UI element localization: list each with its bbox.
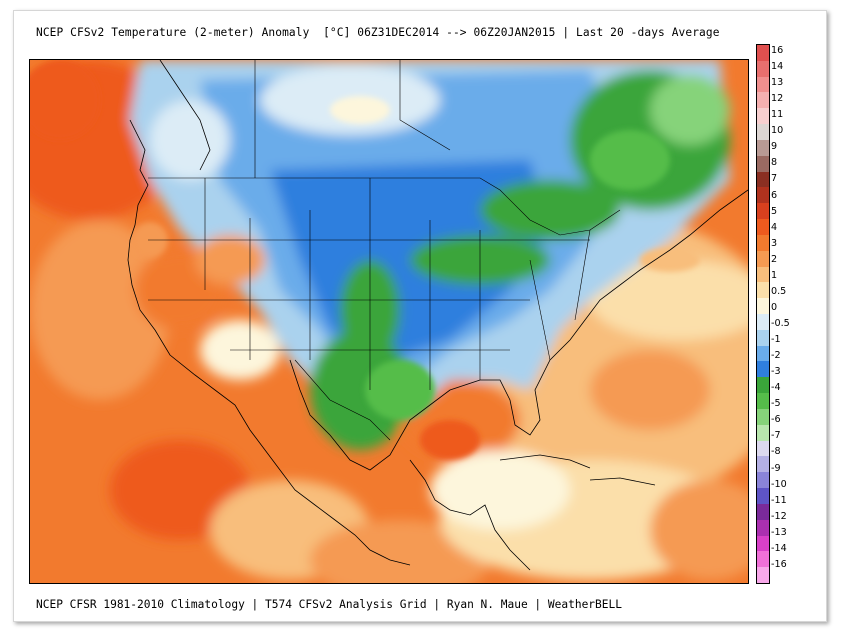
color-scale-label: 0: [771, 301, 778, 313]
color-scale-swatch: [757, 155, 769, 173]
color-scale-label: -6: [771, 414, 781, 426]
color-scale-swatch: [757, 187, 769, 204]
color-scale-label: 9: [771, 141, 778, 153]
map-canvas: [30, 60, 748, 583]
color-scale-swatch: [757, 424, 769, 442]
color-scale-label: -3: [771, 366, 781, 378]
coastlines: [127, 60, 748, 571]
color-scale-swatch: [757, 519, 769, 537]
map-footer: NCEP CFSR 1981-2010 Climatology | T574 C…: [36, 598, 622, 611]
color-scale-swatch: [757, 266, 769, 283]
color-scale-label: 10: [771, 125, 784, 137]
color-scale-swatch: [757, 377, 769, 394]
color-scale-swatch: [757, 567, 769, 584]
political-borders: [148, 60, 621, 441]
color-scale-label: 5: [771, 205, 778, 217]
color-scale-label: 11: [771, 109, 784, 121]
color-scale-label: 8: [771, 157, 778, 169]
color-scale-bar: [756, 44, 770, 584]
color-scale-label: 2: [771, 253, 778, 265]
color-scale-swatch: [757, 314, 769, 331]
color-scale-label: -2: [771, 350, 781, 362]
color-scale-swatch: [757, 139, 769, 157]
color-scale-swatch: [757, 171, 769, 188]
color-scale-label: 3: [771, 237, 778, 249]
color-scale-swatch: [757, 440, 769, 457]
color-scale-swatch: [757, 456, 769, 473]
color-scale-swatch: [757, 345, 769, 362]
color-scale-label: -11: [771, 494, 787, 506]
color-scale-label: 14: [771, 61, 784, 73]
color-scale-label: 16: [771, 45, 784, 56]
color-scale-swatch: [757, 488, 769, 505]
color-scale-swatch: [757, 393, 769, 410]
color-scale-swatch: [757, 219, 769, 236]
color-scale-swatch: [757, 408, 769, 426]
color-scale-label: 13: [771, 77, 784, 89]
color-scale-swatch: [757, 92, 769, 109]
color-scale-label: 0.5: [771, 285, 787, 297]
color-scale-swatch: [757, 361, 769, 378]
color-scale-label: 6: [771, 189, 778, 201]
color-scale-label: -12: [771, 510, 787, 522]
color-scale-swatch: [757, 329, 769, 347]
temperature-anomaly-map: [29, 59, 749, 584]
color-scale-swatch: [757, 234, 769, 252]
color-scale-swatch: [757, 45, 769, 62]
color-scale-swatch: [757, 551, 769, 568]
color-scale-label: 1: [771, 269, 778, 281]
color-scale-swatch: [757, 298, 769, 315]
color-scale-swatch: [757, 535, 769, 552]
color-scale-label: -7: [771, 430, 781, 442]
color-scale-label: -14: [771, 542, 787, 554]
color-scale-swatch: [757, 472, 769, 489]
color-scale-label: 7: [771, 173, 778, 185]
color-scale-label: -5: [771, 398, 781, 410]
color-scale-label: -13: [771, 526, 787, 538]
color-scale-label: -0.5: [771, 318, 790, 329]
color-scale-label: -16: [771, 558, 787, 570]
color-scale-swatch: [757, 76, 769, 93]
color-scale-swatch: [757, 503, 769, 521]
color-scale-swatch: [757, 124, 769, 141]
color-scale-label: -10: [771, 478, 787, 490]
color-scale-swatch: [757, 282, 769, 299]
color-scale-label: 4: [771, 221, 778, 233]
color-scale-label: -9: [771, 462, 781, 474]
color-scale-swatch: [757, 108, 769, 125]
color-scale-label: -4: [771, 382, 781, 394]
color-scale-swatch: [757, 60, 769, 78]
color-scale-swatch: [757, 250, 769, 268]
color-scale-label: -1: [771, 334, 781, 346]
color-scale-label: 12: [771, 93, 784, 105]
color-scale-label: -8: [771, 446, 781, 458]
map-title: NCEP CFSv2 Temperature (2-meter) Anomaly…: [36, 26, 720, 39]
color-scale-swatch: [757, 203, 769, 220]
